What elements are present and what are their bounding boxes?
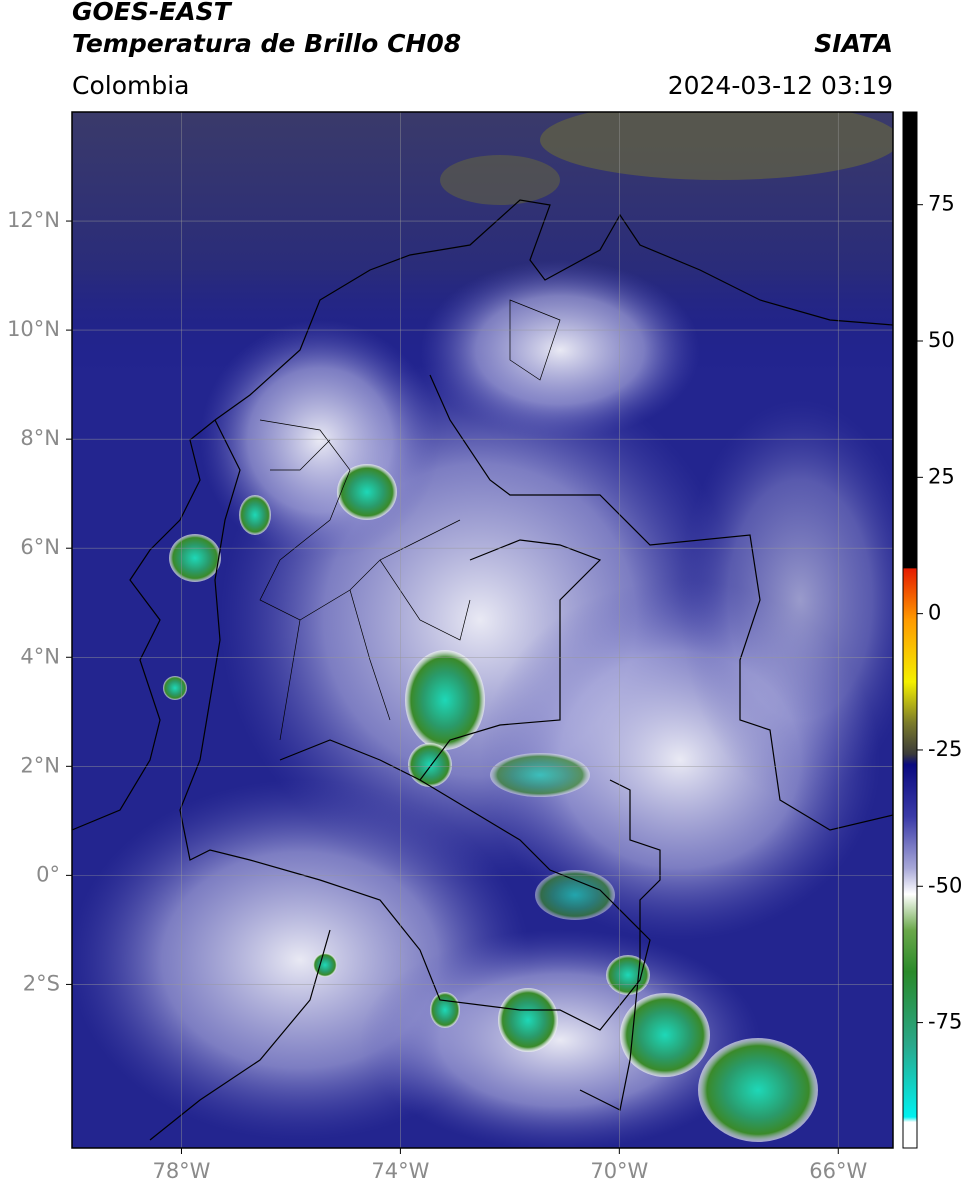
y-tick-label: 10°N [7, 317, 60, 341]
map-frame [71, 111, 894, 1149]
source: SIATA [814, 29, 893, 58]
satellite-image [72, 112, 893, 1148]
colorbar-tick-label: 75 [928, 192, 955, 216]
colorbar-tick-label: -75 [928, 1010, 962, 1034]
x-tick-label: 70°W [590, 1159, 648, 1183]
colorbar-tick-label: 0 [928, 601, 941, 625]
y-tick-label: 2°N [20, 753, 60, 777]
subtitle: Temperatura de Brillo CH08 [72, 29, 461, 58]
y-tick-label: 6°N [20, 535, 60, 559]
y-tick-label: 2°S [23, 971, 60, 995]
colorbar-tick-label: -25 [928, 737, 962, 761]
colorbar-tick-label: -50 [928, 873, 962, 897]
colorbar [902, 111, 918, 1149]
x-tick-label: 78°W [152, 1159, 210, 1183]
datetime: 2024-03-12 03:19 [668, 71, 893, 100]
region: Colombia [72, 71, 189, 100]
y-tick-label: 4°N [20, 644, 60, 668]
title: GOES-EAST [72, 0, 233, 26]
y-tick-label: 0° [36, 862, 60, 886]
grid [72, 112, 893, 1148]
x-tick-label: 66°W [809, 1159, 867, 1183]
colorbar-tick-label: 50 [928, 328, 955, 352]
x-tick-label: 74°W [371, 1159, 429, 1183]
y-tick-label: 12°N [7, 208, 60, 232]
y-tick-label: 8°N [20, 426, 60, 450]
colorbar-tick-label: 25 [928, 464, 955, 488]
